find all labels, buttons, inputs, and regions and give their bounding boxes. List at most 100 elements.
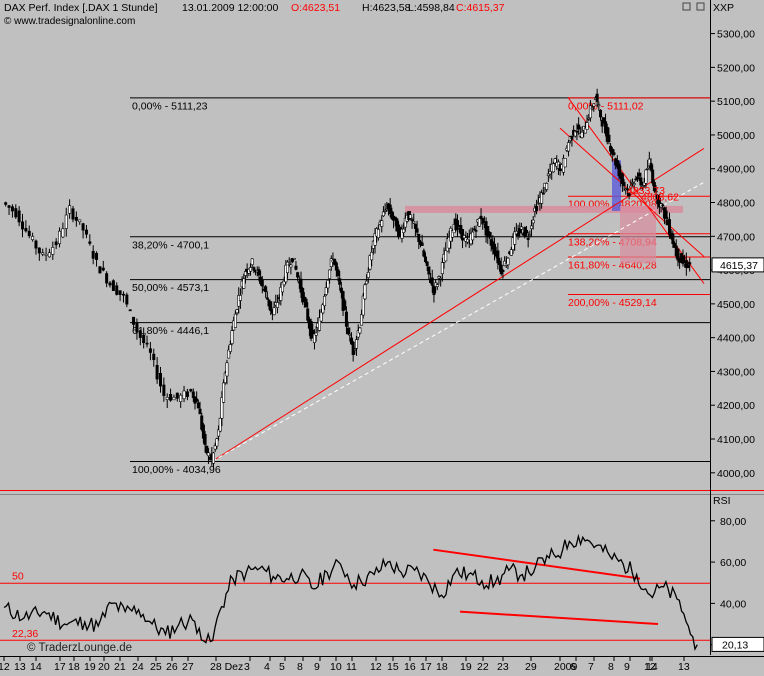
candle-body: [249, 267, 253, 272]
price-tick-label: 5000,00: [717, 130, 755, 142]
candle-body: [225, 362, 229, 377]
candle-body: [541, 192, 545, 195]
candle-body: [344, 311, 348, 327]
candle-body: [676, 248, 680, 261]
candle-body: [524, 229, 528, 234]
candle-body: [545, 183, 549, 190]
candle-body: [138, 330, 142, 338]
candle-body: [34, 240, 38, 249]
fib-retracement-label: 61,80% - 4446,1: [132, 325, 209, 337]
candle-body: [328, 269, 332, 279]
candle-body: [437, 276, 441, 279]
window-restore-icon[interactable]: [682, 2, 691, 11]
date-tick-label: 12: [0, 661, 10, 673]
candle-body: [10, 206, 14, 212]
candle-body: [78, 219, 82, 223]
candle-body: [135, 322, 139, 333]
candle-body: [172, 397, 176, 401]
candle-body: [496, 250, 500, 264]
candle-body: [471, 231, 475, 241]
candle-body: [654, 190, 658, 193]
candle-body: [101, 267, 105, 271]
window-icons[interactable]: [682, 2, 705, 11]
header-high: H:4623,58: [362, 2, 411, 14]
candle-body: [424, 256, 428, 263]
date-tick-label: 21: [114, 661, 126, 673]
candle-body: [148, 348, 152, 353]
candle-body: [513, 231, 517, 245]
candle-body: [24, 228, 28, 232]
watermark: © TraderzLounge.de: [27, 642, 132, 654]
candle-body: [108, 282, 112, 286]
candle-body: [211, 452, 215, 464]
date-tick-label: 9: [624, 661, 630, 673]
candle-body: [585, 122, 589, 130]
candle-body: [235, 309, 239, 314]
price-tick-label: 4400,00: [717, 333, 755, 345]
candle-body: [370, 252, 374, 261]
candle-body: [671, 233, 675, 244]
candle-body: [636, 176, 640, 180]
date-tick-label: 25: [150, 661, 162, 673]
candle-body: [215, 438, 219, 447]
header: DAX Perf. Index [.DAX 1 Stunde] 13.01.20…: [4, 2, 505, 27]
candle-body: [435, 284, 439, 287]
candle-body: [304, 298, 308, 307]
candle-body: [314, 332, 318, 336]
candle-body: [318, 317, 322, 331]
candle-body: [37, 247, 41, 254]
candle-body: [242, 278, 246, 289]
date-tick-label: 18: [68, 661, 80, 673]
candle-body: [118, 290, 122, 295]
price-tick-label: 4200,00: [717, 400, 755, 412]
candle-body: [477, 218, 481, 227]
candle-body: [587, 117, 591, 120]
candle-body: [61, 228, 65, 238]
candle-body: [535, 205, 539, 212]
candle-body: [575, 131, 579, 133]
price-tick-label: 4000,00: [717, 468, 755, 480]
candle-body: [498, 260, 502, 265]
candle-body: [21, 221, 25, 230]
candle-body: [175, 392, 179, 399]
date-tick-label: 9: [314, 661, 320, 673]
fib-extension-label: 200,00% - 4529,14: [568, 297, 657, 309]
window-maximize-icon[interactable]: [696, 2, 705, 11]
price-tick-label: 4900,00: [717, 164, 755, 176]
candle-body: [408, 214, 412, 219]
candle-body: [415, 228, 419, 233]
date-tick-label: 22: [477, 661, 489, 673]
candle-body: [155, 364, 159, 380]
date-tick-label: 8: [608, 661, 614, 673]
dashed-trend-line: [212, 181, 705, 462]
candle-body: [427, 266, 431, 275]
candle-body: [588, 105, 592, 119]
candle-body: [326, 279, 330, 289]
candle-body: [218, 417, 222, 432]
date-tick-label: 7: [588, 661, 594, 673]
date-tick-label: 15: [387, 661, 399, 673]
candle-body: [228, 344, 232, 352]
rsi-pane: 50 22,36: [0, 533, 710, 651]
candle-body: [439, 278, 443, 280]
candle-body: [238, 295, 242, 301]
candle-body: [84, 229, 88, 235]
date-tick-label: 17: [54, 661, 66, 673]
candle-body: [376, 229, 380, 239]
candle-body: [501, 269, 505, 272]
price-axis-label: XXP: [713, 2, 734, 14]
candle-body: [165, 396, 169, 400]
price-pane: 0,00% - 5111,23 38,20% - 4700,1 50,00% - 4…: [4, 88, 710, 476]
candle-body: [182, 390, 186, 400]
candle-body: [430, 277, 434, 286]
candle-body: [380, 220, 384, 227]
candle-body: [412, 221, 416, 224]
date-tick-label: 12: [644, 661, 656, 673]
candle-body: [646, 168, 650, 170]
candle-body: [410, 219, 414, 221]
candle-body: [47, 252, 51, 258]
header-close: C:4615,37: [456, 2, 505, 14]
candle-body: [74, 216, 78, 221]
candle-body: [294, 265, 298, 270]
candle-body: [644, 169, 648, 184]
